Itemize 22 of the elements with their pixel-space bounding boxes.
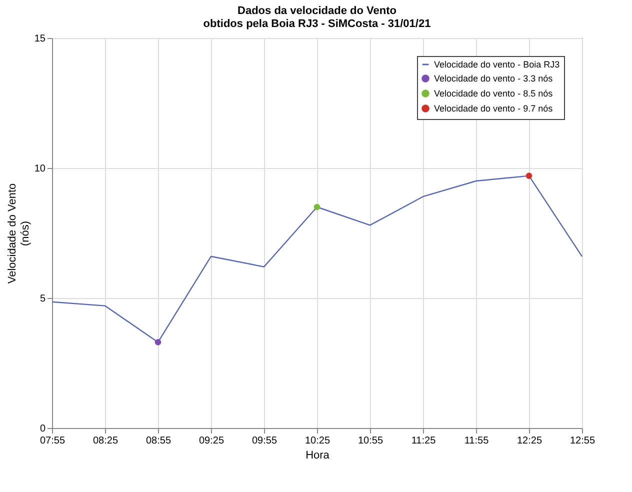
y-tick-label: 0: [40, 424, 46, 434]
x-tick-label: 12:55: [570, 436, 596, 446]
x-axis-title: Hora: [306, 450, 330, 462]
x-tick-label: 12:25: [516, 436, 542, 446]
x-tick-label: 11:25: [411, 436, 436, 446]
legend-label: Velocidade do vento - 9.7 nós: [434, 104, 554, 114]
legend-label: Velocidade do vento - 8.5 nós: [434, 88, 554, 98]
x-tick-label: 07:55: [40, 436, 66, 446]
legend-label: Velocidade do vento - 3.3 nós: [434, 74, 554, 84]
y-tick-label: 5: [40, 294, 46, 304]
x-tick-label: 10:25: [304, 436, 330, 446]
x-tick-label: 08:55: [146, 436, 172, 446]
x-tick-label: 09:25: [198, 436, 224, 446]
x-tick-label: 09:55: [252, 436, 278, 446]
y-axis-title: Velocidade do Vento (nós): [6, 183, 32, 284]
x-tick-label: 10:55: [358, 436, 384, 446]
x-tick-label: 11:55: [464, 436, 490, 446]
x-tick-label: 08:25: [92, 436, 118, 446]
y-tick-label: 15: [34, 34, 46, 44]
chart-title: Dados da velocidade do Vento obtidos pela Boia RJ3 - SiMCosta - 31/01/21: [203, 5, 431, 30]
y-tick-label: 10: [34, 164, 46, 174]
legend-label: Velocidade do vento - Boia RJ3: [434, 60, 560, 70]
